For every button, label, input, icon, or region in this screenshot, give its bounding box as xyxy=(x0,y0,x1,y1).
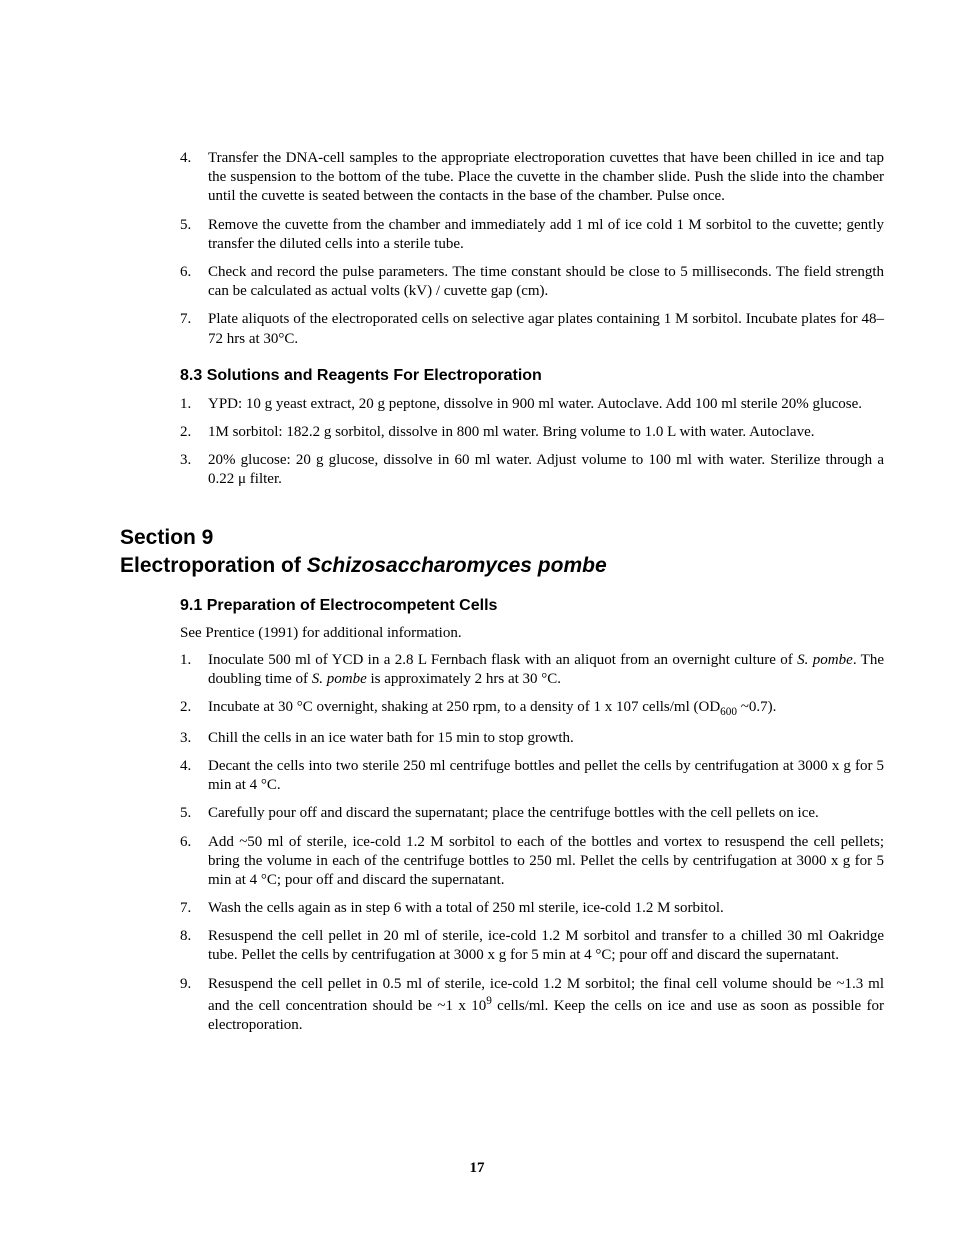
list-item: YPD: 10 g yeast extract, 20 g peptone, d… xyxy=(180,395,884,414)
list-item: Carefully pour off and discard the super… xyxy=(180,804,884,823)
solutions-list: YPD: 10 g yeast extract, 20 g peptone, d… xyxy=(180,395,884,490)
heading-8-3: 8.3 Solutions and Reagents For Electropo… xyxy=(180,367,884,385)
list-item: 20% glucose: 20 g glucose, dissolve in 6… xyxy=(180,451,884,489)
list-item: Wash the cells again as in step 6 with a… xyxy=(180,899,884,918)
list-item: Remove the cuvette from the chamber and … xyxy=(180,216,884,254)
preparation-list: Inoculate 500 ml of YCD in a 2.8 L Fernb… xyxy=(180,651,884,1035)
list-item: 1M sorbitol: 182.2 g sorbitol, dissolve … xyxy=(180,423,884,442)
list-item: Chill the cells in an ice water bath for… xyxy=(180,729,884,748)
list-item: Check and record the pulse parameters. T… xyxy=(180,263,884,301)
heading-9-1: 9.1 Preparation of Electrocompetent Cell… xyxy=(180,597,884,615)
section-9-species: Schizosaccharomyces pombe xyxy=(307,554,607,577)
list-item: Add ~50 ml of sterile, ice-cold 1.2 M so… xyxy=(180,833,884,891)
page: Transfer the DNA-cell samples to the app… xyxy=(0,0,954,1235)
list-item: Resuspend the cell pellet in 0.5 ml of s… xyxy=(180,975,884,1036)
list-item: Resuspend the cell pellet in 20 ml of st… xyxy=(180,927,884,965)
section-9-title: Section 9 Electroporation of Schizosacch… xyxy=(120,524,884,579)
list-item: Plate aliquots of the electroporated cel… xyxy=(180,310,884,348)
intro-9-1: See Prentice (1991) for additional infor… xyxy=(180,625,884,642)
section-9-line1: Section 9 xyxy=(120,526,213,549)
list-item: Incubate at 30 °C overnight, shaking at … xyxy=(180,698,884,719)
page-number: 17 xyxy=(0,1160,954,1177)
list-item: Inoculate 500 ml of YCD in a 2.8 L Fernb… xyxy=(180,651,884,689)
protocol-list-continued: Transfer the DNA-cell samples to the app… xyxy=(180,149,884,349)
list-item: Decant the cells into two sterile 250 ml… xyxy=(180,757,884,795)
list-item: Transfer the DNA-cell samples to the app… xyxy=(180,149,884,207)
section-9-line2a: Electroporation of xyxy=(120,554,307,577)
